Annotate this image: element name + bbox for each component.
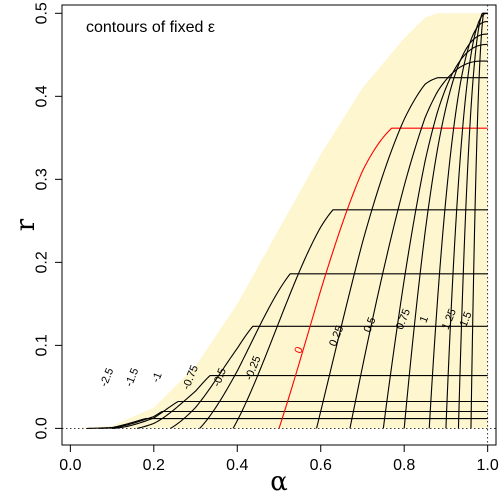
contour-label: -2.5: [98, 366, 116, 388]
contour-line: [457, 12, 488, 429]
y-tick-label: 0.0: [34, 417, 51, 439]
x-tick-label: 0.8: [393, 457, 415, 474]
contour-line: [316, 77, 488, 429]
feasible-region: [70, 13, 488, 429]
y-axis-title: r: [11, 218, 41, 231]
x-tick-label: 1.0: [477, 457, 499, 474]
contour-label: -1.5: [123, 366, 141, 388]
x-tick-label: 0.4: [226, 457, 248, 474]
contour-line: [349, 60, 488, 429]
x-tick-label: 0.6: [310, 457, 332, 474]
contour-label: 0.5: [362, 316, 379, 335]
contour-lines: [87, 12, 488, 429]
contour-label: -1: [150, 371, 165, 385]
y-tick-label: 0.1: [34, 334, 51, 356]
chart-annotation: contours of fixed ε: [86, 19, 215, 36]
plot-frame: [61, 4, 497, 446]
y-tick-label: 0.2: [34, 251, 51, 273]
contour-line: [170, 325, 488, 429]
contour-label: 1.5: [458, 310, 475, 329]
contour-line: [232, 209, 488, 429]
y-tick-label: 0.5: [34, 2, 51, 24]
contour-label: 0: [292, 345, 305, 355]
y-tick-label: 0.3: [34, 168, 51, 190]
x-axis-title: α: [270, 467, 288, 497]
contour-line: [137, 374, 488, 429]
contour-label: 1: [418, 314, 431, 324]
y-tick-label: 0.4: [34, 85, 51, 107]
region-fill: [70, 13, 488, 429]
contour-line: [428, 21, 488, 429]
contour-label: 2: [491, 0, 497, 3]
contour-line: [87, 417, 488, 429]
x-axis: 0.0 0.2 0.4 0.6 0.8 1.0: [59, 445, 499, 474]
y-axis: 0.0 0.1 0.2 0.3 0.4 0.5: [34, 2, 62, 440]
contour-line: [199, 273, 488, 429]
reference-lines: [62, 5, 496, 445]
x-tick-label: 0.0: [59, 457, 81, 474]
x-tick-label: 0.2: [143, 457, 165, 474]
contour-line: [470, 12, 488, 429]
contour-line: [382, 43, 488, 429]
contour-line: [112, 400, 488, 429]
contour-line: [278, 127, 488, 429]
